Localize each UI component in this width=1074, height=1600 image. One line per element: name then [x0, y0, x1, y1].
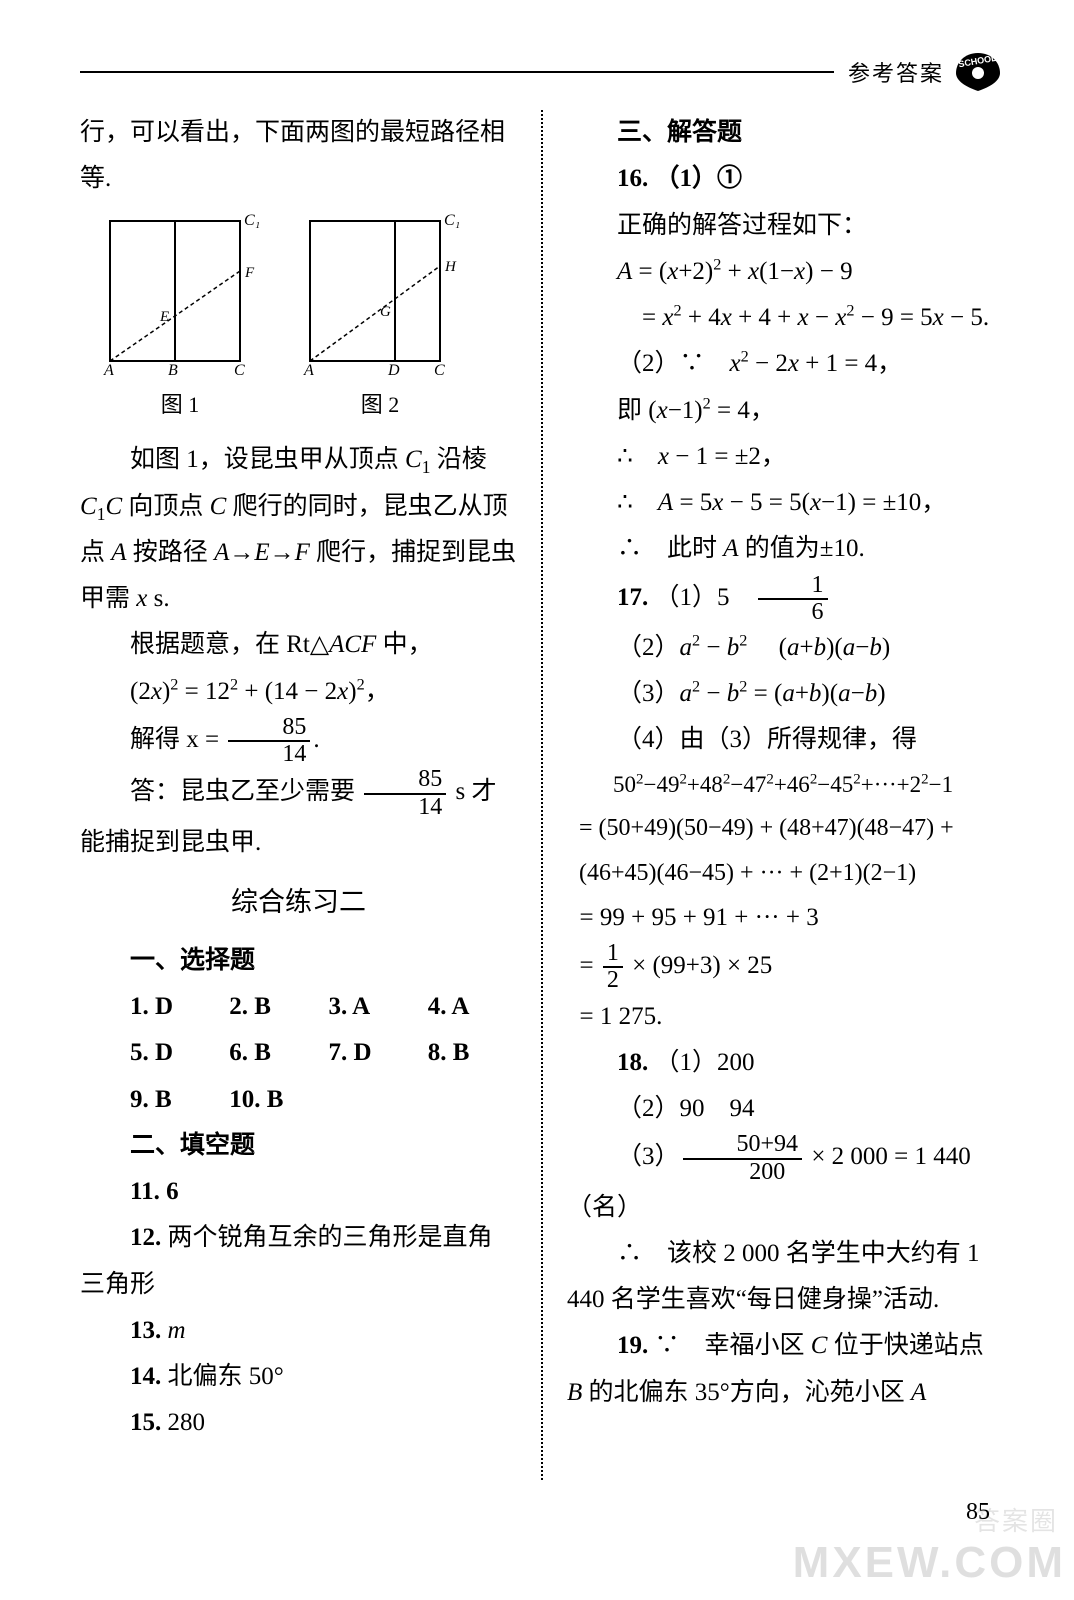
figure-2: A D C C₁ G H 图 2 — [300, 211, 460, 426]
frac-1-6: 16 — [758, 573, 828, 625]
equation-1: (2x)2 = 122 + (14 − 2x)2， — [80, 669, 517, 715]
two-column-content: 行，可以看出，下面两图的最短路径相等. A B C C₁ E F — [80, 110, 1004, 1480]
q16-2e: ∴ 此时 A 的值为±10. — [567, 526, 1004, 572]
q18-3: （3）50+94200 × 2 000 = 1 440（名） — [567, 1132, 1004, 1231]
frac-85-14: 8514 — [228, 715, 310, 767]
frac-85-14b: 8514 — [364, 767, 446, 819]
q18-1: 18. （1）200 — [567, 1040, 1004, 1086]
figures-row: A B C C₁ E F 图 1 A — [100, 211, 517, 426]
ans-row-3: 9. B 10. B — [80, 1077, 517, 1123]
q16-2c: ∴ x − 1 = ±2， — [567, 434, 1004, 480]
q16-2a: （2）∵ x2 − 2x + 1 = 4， — [567, 341, 1004, 387]
left-column: 行，可以看出，下面两图的最短路径相等. A B C C₁ E F — [80, 110, 537, 1480]
ans-row-1: 1. D 2. B 3. A 4. A — [80, 984, 517, 1030]
svg-text:C: C — [434, 362, 445, 379]
a12: 12. 两个锐角互余的三角形是直角三角形 — [80, 1215, 517, 1308]
svg-text:G: G — [380, 304, 391, 320]
svg-text:C₁: C₁ — [444, 212, 460, 229]
watermark-domain: MXEW.COM — [793, 1538, 1066, 1588]
svg-text:A: A — [103, 362, 114, 379]
solve-prefix: 解得 x = — [130, 726, 225, 753]
q18-2: （2）90 94 — [567, 1086, 1004, 1132]
a11: 11. 6 — [80, 1169, 517, 1215]
watermark-cn: 答案圈 — [974, 1501, 1058, 1538]
q17-4b: = (50+49)(50−49) + (48+47)(48−47) + (46+… — [567, 806, 1004, 895]
ans-row-2: 5. D 6. B 7. D 8. B — [80, 1030, 517, 1076]
svg-text:H: H — [444, 259, 457, 275]
para-intro: 行，可以看出，下面两图的最短路径相等. — [80, 110, 517, 203]
answer-para: 答：昆虫乙至少需要 8514 s 才能捕捉到昆虫甲. — [80, 767, 517, 866]
section-solve: 三、解答题 — [567, 110, 1004, 156]
solve-line: 解得 x = 8514. — [80, 715, 517, 767]
svg-text:D: D — [387, 362, 400, 379]
svg-text:B: B — [168, 362, 178, 379]
svg-text:E: E — [159, 309, 169, 325]
q16-e1: A = (x+2)2 + x(1−x) − 9 — [567, 249, 1004, 295]
column-divider — [541, 110, 543, 1480]
q17-4d: = 12 × (99+3) × 25 — [567, 941, 1004, 993]
frac-5094-200: 50+94200 — [683, 1132, 803, 1184]
para-rt: 根据题意，在 Rt△ACF 中， — [80, 622, 517, 668]
q19: 19. ∵ 幸福小区 C 位于快递站点 B 的北偏东 35°方向，沁苑小区 A — [567, 1323, 1004, 1416]
svg-text:A: A — [303, 362, 314, 379]
a14: 14. 北偏东 50° — [80, 1354, 517, 1400]
fig1-caption: 图 1 — [100, 385, 260, 426]
q18-conclusion: ∴ 该校 2 000 名学生中大约有 1 440 名学生喜欢“每日健身操”活动. — [567, 1231, 1004, 1324]
school-badge: SCHOOL — [952, 51, 1004, 93]
fig2-caption: 图 2 — [300, 385, 460, 426]
figure-1: A B C C₁ E F 图 1 — [100, 211, 260, 426]
page-container: 参考答案 SCHOOL 行，可以看出，下面两图的最短路径相等. A — [0, 0, 1074, 1600]
header-label: 参考答案 — [848, 56, 944, 88]
q16-head: 16. （1）① — [567, 156, 1004, 202]
q17-4c: = 99 + 95 + 91 + ··· + 3 — [567, 895, 1004, 941]
svg-text:F: F — [244, 265, 255, 281]
frac-1-2: 12 — [603, 941, 623, 993]
a15: 15. 280 — [80, 1400, 517, 1446]
q17-4e: = 1 275. — [567, 994, 1004, 1040]
header-bar: 参考答案 SCHOOL — [80, 52, 1004, 92]
q17-2: （2）a2 − b2 (a+b)(a−b) — [567, 625, 1004, 671]
section-fill: 二、填空题 — [80, 1123, 517, 1169]
q16-e2: = x2 + 4x + 4 + x − x2 − 9 = 5x − 5. — [567, 295, 1004, 341]
q17-4a: 502−492+482−472+462−452+···+22−1 — [567, 764, 1004, 807]
title-practice-2: 综合练习二 — [80, 878, 517, 928]
q17-3: （3）a2 − b2 = (a+b)(a−b) — [567, 671, 1004, 717]
para-setup: 如图 1，设昆虫甲从顶点 C1 沿棱 C1C 向顶点 C 爬行的同时，昆虫乙从顶… — [80, 437, 517, 622]
q17-1: 17. （1）5 16 — [567, 573, 1004, 625]
section-choice: 一、选择题 — [80, 938, 517, 984]
header-rule — [80, 71, 834, 73]
q17-4: （4）由（3）所得规律，得 — [567, 717, 1004, 763]
q16-2b: 即 (x−1)2 = 4， — [567, 388, 1004, 434]
q16-2d: ∴ A = 5x − 5 = 5(x−1) = ±10， — [567, 480, 1004, 526]
svg-text:C₁: C₁ — [244, 212, 260, 229]
right-column: 三、解答题 16. （1）① 正确的解答过程如下： A = (x+2)2 + x… — [547, 110, 1004, 1480]
a13: 13. m — [80, 1308, 517, 1354]
svg-text:C: C — [234, 362, 245, 379]
q16-line: 正确的解答过程如下： — [567, 203, 1004, 249]
